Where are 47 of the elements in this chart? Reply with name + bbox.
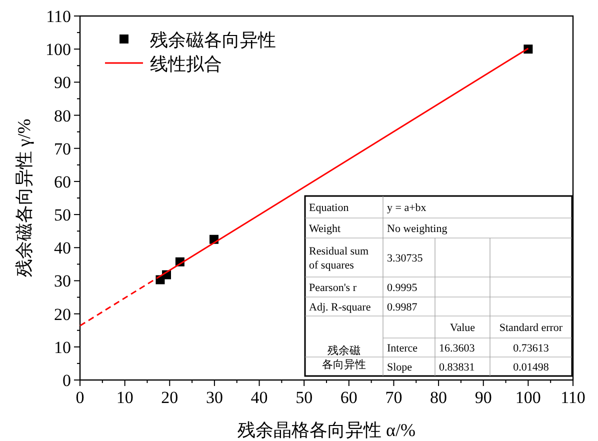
- annotation: Value: [450, 322, 476, 334]
- x-tick-label: 20: [161, 388, 178, 407]
- x-tick-label: 100: [515, 388, 541, 407]
- annotation: Adj. R-square: [309, 302, 371, 314]
- x-tick-label: 70: [385, 388, 402, 407]
- annotation: 0.9995: [387, 282, 418, 294]
- y-tick-label: 30: [54, 272, 71, 291]
- annotation: Interce: [387, 342, 418, 354]
- x-tick-label: 90: [474, 388, 492, 407]
- x-tick-label: 10: [116, 388, 134, 407]
- annotation: Pearson's r: [309, 282, 357, 294]
- x-tick-label: 80: [430, 388, 448, 407]
- annotation: 16.3603: [439, 342, 476, 354]
- x-tick-label: 40: [250, 388, 268, 407]
- legend-label: 残余磁各向异性: [150, 30, 276, 50]
- y-tick-label: 20: [54, 304, 71, 324]
- annotation: 0.9987: [387, 302, 418, 314]
- y-tick-label: 110: [46, 7, 71, 26]
- annotation: Slope: [387, 362, 412, 374]
- x-axis-title: 残余晶格各向异性 α/%: [238, 420, 416, 440]
- y-tick-label: 70: [54, 139, 71, 158]
- y-axis-title: 残余磁各向异性 γ/%: [14, 118, 34, 278]
- legend-label: 线性拟合: [150, 54, 222, 74]
- y-tick-label: 40: [54, 238, 71, 258]
- y-tick-label: 100: [46, 40, 71, 60]
- x-tick-label: 110: [560, 388, 586, 407]
- annotation: Equation: [309, 202, 350, 214]
- y-tick-label: 0: [62, 371, 71, 390]
- annotation: 0.73613: [513, 342, 550, 354]
- annotation: No weighting: [387, 223, 448, 235]
- x-tick-label: 50: [296, 388, 313, 407]
- annotation: Standard error: [499, 322, 563, 334]
- annotation: 3.30735: [387, 252, 424, 264]
- annotation: y = a+bx: [387, 202, 427, 214]
- x-tick-label: 60: [340, 388, 358, 407]
- y-tick-label: 10: [54, 338, 71, 357]
- y-tick-label: 80: [54, 106, 71, 126]
- x-tick-label: 0: [76, 388, 84, 407]
- annotation: Weight: [309, 223, 340, 235]
- x-tick-label: 30: [206, 388, 223, 407]
- annotation: 残余磁各向异性: [322, 344, 366, 371]
- y-tick-label: 50: [54, 206, 71, 225]
- annotation: 0.01498: [513, 362, 550, 374]
- y-tick-label: 60: [54, 172, 71, 192]
- y-tick-label: 90: [54, 73, 71, 92]
- annotation: Residual sum of squares: [309, 246, 370, 272]
- annotation: 0.83831: [439, 362, 475, 374]
